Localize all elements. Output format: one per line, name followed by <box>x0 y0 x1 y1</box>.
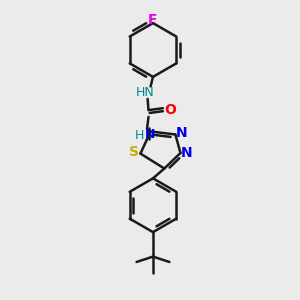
Text: N: N <box>145 128 155 141</box>
Text: N: N <box>176 126 187 140</box>
Text: O: O <box>165 103 176 117</box>
Text: N: N <box>181 146 193 160</box>
Text: H: H <box>135 129 144 142</box>
Text: F: F <box>148 13 158 26</box>
Text: HN: HN <box>136 86 155 99</box>
Text: S: S <box>129 146 139 159</box>
